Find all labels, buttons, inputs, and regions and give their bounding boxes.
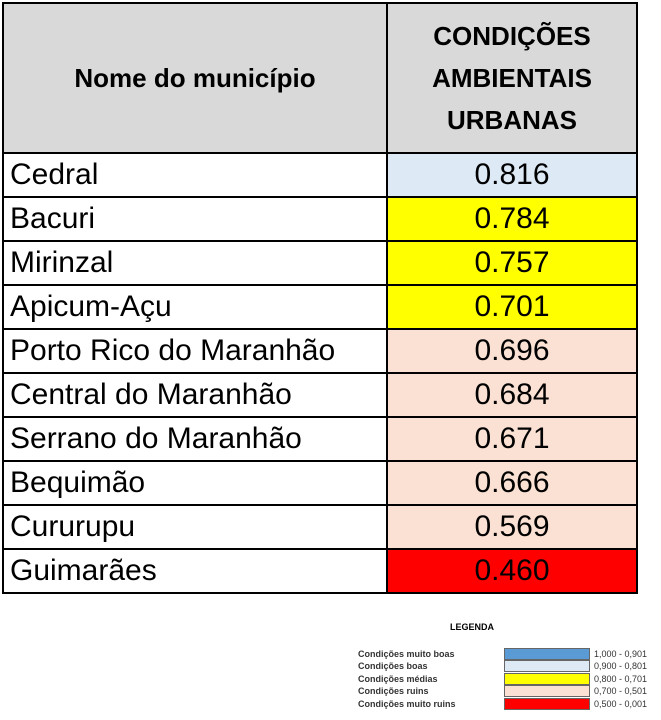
conditions-value-cell: 0.816 — [386, 152, 638, 198]
municipality-name-cell: Bacuri — [2, 196, 388, 242]
table-header-row: Nome do município CONDIÇÕES AMBIENTAIS U… — [2, 2, 638, 154]
conditions-value-cell: 0.684 — [386, 372, 638, 418]
legend-item: Condições muito ruins 0,500 - 0,001 — [356, 698, 647, 710]
legend-item-label: Condições muito boas — [358, 649, 455, 659]
legend-item: Condições muito boas 1,000 - 0,901 — [356, 648, 647, 660]
legend-item: Condições boas 0,900 - 0,801 — [356, 660, 647, 672]
municipality-name-cell: Mirinzal — [2, 240, 388, 286]
header-conditions-line3: URBANAS — [447, 105, 577, 135]
conditions-value-cell: 0.671 — [386, 416, 638, 462]
legend-item-range: 0,500 - 0,001 — [594, 699, 648, 709]
table-row: Cururupu 0.569 — [2, 504, 638, 550]
header-municipality-name: Nome do município — [2, 2, 388, 154]
header-municipality-label: Nome do município — [74, 62, 316, 93]
legend-item-label: Condições muito ruins — [358, 699, 456, 709]
table-row: Mirinzal 0.757 — [2, 240, 638, 286]
legend-color-swatch — [504, 673, 590, 685]
table-row: Cedral 0.816 — [2, 152, 638, 198]
table-row: Bequimão 0.666 — [2, 460, 638, 506]
legend-color-swatch — [504, 660, 590, 672]
conditions-value-cell: 0.784 — [386, 196, 638, 242]
header-conditions-line2: AMBIENTAIS — [432, 63, 592, 93]
legend-color-swatch — [504, 698, 590, 710]
legend-item: Condições ruins 0,700 - 0,501 — [356, 685, 647, 697]
legend-item-range: 1,000 - 0,901 — [594, 649, 648, 659]
table-row: Porto Rico do Maranhão 0.696 — [2, 328, 638, 374]
legend-item: Condições médias 0,800 - 0,701 — [356, 673, 647, 685]
legend-item-label: Condições boas — [358, 661, 428, 671]
header-conditions: CONDIÇÕES AMBIENTAIS URBANAS — [386, 2, 638, 154]
table-row: Guimarães 0.460 — [2, 548, 638, 594]
legend-item-label: Condições médias — [358, 674, 438, 684]
municipality-name-cell: Guimarães — [2, 548, 388, 594]
legend-item-range: 0,700 - 0,501 — [594, 686, 648, 696]
conditions-value-cell: 0.666 — [386, 460, 638, 506]
municipality-name-cell: Porto Rico do Maranhão — [2, 328, 388, 374]
table-row: Serrano do Maranhão 0.671 — [2, 416, 638, 462]
header-conditions-line1: CONDIÇÕES — [433, 21, 591, 51]
municipality-name-cell: Apicum-Açu — [2, 284, 388, 330]
table-row: Central do Maranhão 0.684 — [2, 372, 638, 418]
municipality-name-cell: Central do Maranhão — [2, 372, 388, 418]
legend-color-swatch — [504, 648, 590, 660]
legend-color-swatch — [504, 685, 590, 697]
legend-item-range: 0,800 - 0,701 — [594, 674, 648, 684]
municipality-name-cell: Cururupu — [2, 504, 388, 550]
municipality-name-cell: Serrano do Maranhão — [2, 416, 388, 462]
table-row: Apicum-Açu 0.701 — [2, 284, 638, 330]
conditions-value-cell: 0.701 — [386, 284, 638, 330]
table-row: Bacuri 0.784 — [2, 196, 638, 242]
table-body: Nome do município CONDIÇÕES AMBIENTAIS U… — [2, 2, 638, 594]
conditions-value-cell: 0.757 — [386, 240, 638, 286]
conditions-value-cell: 0.460 — [386, 548, 638, 594]
legend-item-label: Condições ruins — [358, 686, 429, 696]
municipality-table: Nome do município CONDIÇÕES AMBIENTAIS U… — [2, 2, 638, 594]
legend-title: LEGENDA — [450, 622, 495, 632]
legend-item-range: 0,900 - 0,801 — [594, 661, 648, 671]
conditions-value-cell: 0.696 — [386, 328, 638, 374]
conditions-value-cell: 0.569 — [386, 504, 638, 550]
municipality-name-cell: Bequimão — [2, 460, 388, 506]
municipality-name-cell: Cedral — [2, 152, 388, 198]
